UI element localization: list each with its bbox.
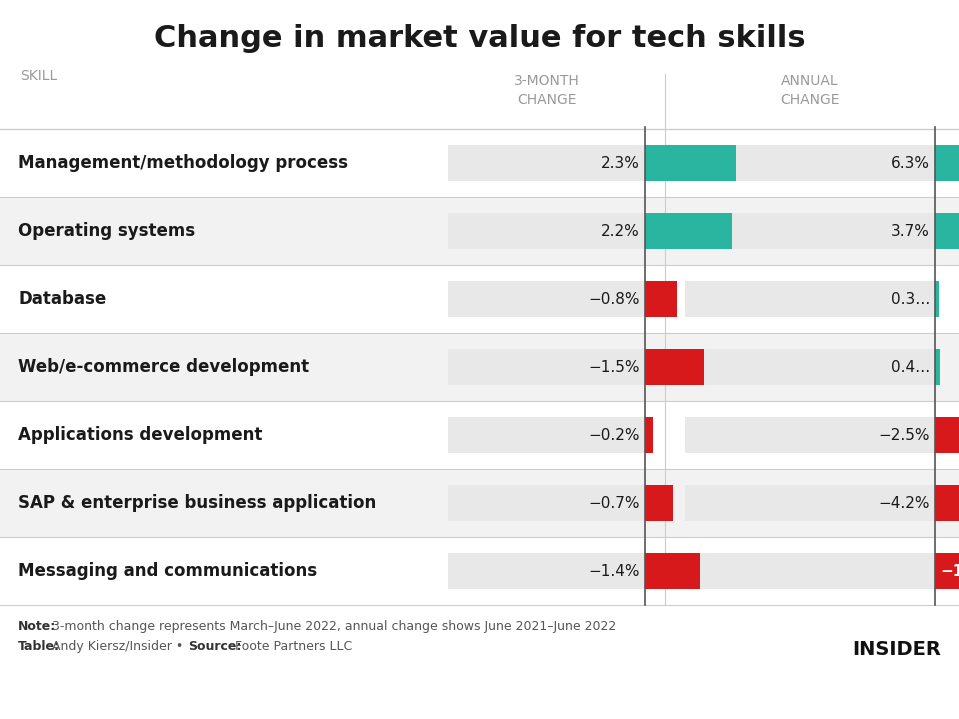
Bar (448, 417, 645, 453)
Bar (935, 485, 959, 521)
Bar (448, 145, 645, 180)
FancyBboxPatch shape (0, 333, 959, 401)
Text: Applications development: Applications development (18, 426, 263, 444)
Text: SAP & enterprise business application: SAP & enterprise business application (18, 494, 376, 512)
Text: −1.5%: −1.5% (589, 360, 640, 375)
Text: Table:: Table: (18, 640, 60, 653)
Bar (448, 485, 645, 521)
Text: −16.8%: −16.8% (940, 564, 959, 579)
Text: −4.2%: −4.2% (878, 495, 930, 510)
FancyBboxPatch shape (0, 265, 959, 333)
Text: 6.3%: 6.3% (891, 155, 930, 170)
Bar (685, 485, 935, 521)
Bar (935, 281, 939, 316)
Bar (645, 349, 704, 385)
Text: −0.2%: −0.2% (589, 428, 640, 442)
Bar (685, 214, 935, 249)
Text: Management/methodology process: Management/methodology process (18, 154, 348, 172)
Text: 2.3%: 2.3% (601, 155, 640, 170)
Text: Source:: Source: (188, 640, 242, 653)
Bar (935, 349, 940, 385)
Bar (645, 214, 732, 249)
Text: ANNUAL
CHANGE: ANNUAL CHANGE (781, 74, 840, 108)
Bar (448, 349, 645, 385)
Text: 3-month change represents March–June 2022, annual change shows June 2021–June 20: 3-month change represents March–June 202… (48, 620, 617, 633)
FancyBboxPatch shape (0, 469, 959, 537)
Text: −2.5%: −2.5% (878, 428, 930, 442)
Bar (685, 281, 935, 316)
Text: −0.7%: −0.7% (589, 495, 640, 510)
Text: −1.4%: −1.4% (589, 564, 640, 579)
Bar (935, 554, 959, 589)
Bar (645, 554, 700, 589)
FancyBboxPatch shape (0, 197, 959, 265)
Text: 2.2%: 2.2% (601, 224, 640, 239)
Bar (685, 145, 935, 180)
Text: Foote Partners LLC: Foote Partners LLC (231, 640, 352, 653)
Bar (935, 417, 959, 453)
Text: Change in market value for tech skills: Change in market value for tech skills (153, 24, 806, 53)
Bar (645, 485, 672, 521)
Text: Note:: Note: (18, 620, 57, 633)
Text: Database: Database (18, 290, 106, 308)
Bar (685, 349, 935, 385)
Bar (685, 417, 935, 453)
Text: 0.3…: 0.3… (891, 291, 930, 306)
Bar (935, 145, 959, 180)
Bar (645, 281, 676, 316)
Bar (685, 554, 935, 589)
Bar (448, 554, 645, 589)
FancyBboxPatch shape (0, 129, 959, 197)
FancyBboxPatch shape (0, 401, 959, 469)
Bar (645, 145, 736, 180)
Text: INSIDER: INSIDER (853, 640, 941, 659)
FancyBboxPatch shape (0, 537, 959, 605)
Text: Andy Kiersz/Insider •: Andy Kiersz/Insider • (48, 640, 187, 653)
Bar (645, 417, 653, 453)
Text: Web/e-commerce development: Web/e-commerce development (18, 358, 309, 376)
Bar (448, 214, 645, 249)
Text: −0.8%: −0.8% (589, 291, 640, 306)
Text: 3.7%: 3.7% (891, 224, 930, 239)
Bar (448, 281, 645, 316)
Text: Messaging and communications: Messaging and communications (18, 562, 317, 580)
Text: SKILL: SKILL (20, 69, 58, 83)
Text: 3-MONTH
CHANGE: 3-MONTH CHANGE (514, 74, 579, 108)
Text: 0.4…: 0.4… (891, 360, 930, 375)
Text: Operating systems: Operating systems (18, 222, 195, 240)
Bar (935, 214, 959, 249)
